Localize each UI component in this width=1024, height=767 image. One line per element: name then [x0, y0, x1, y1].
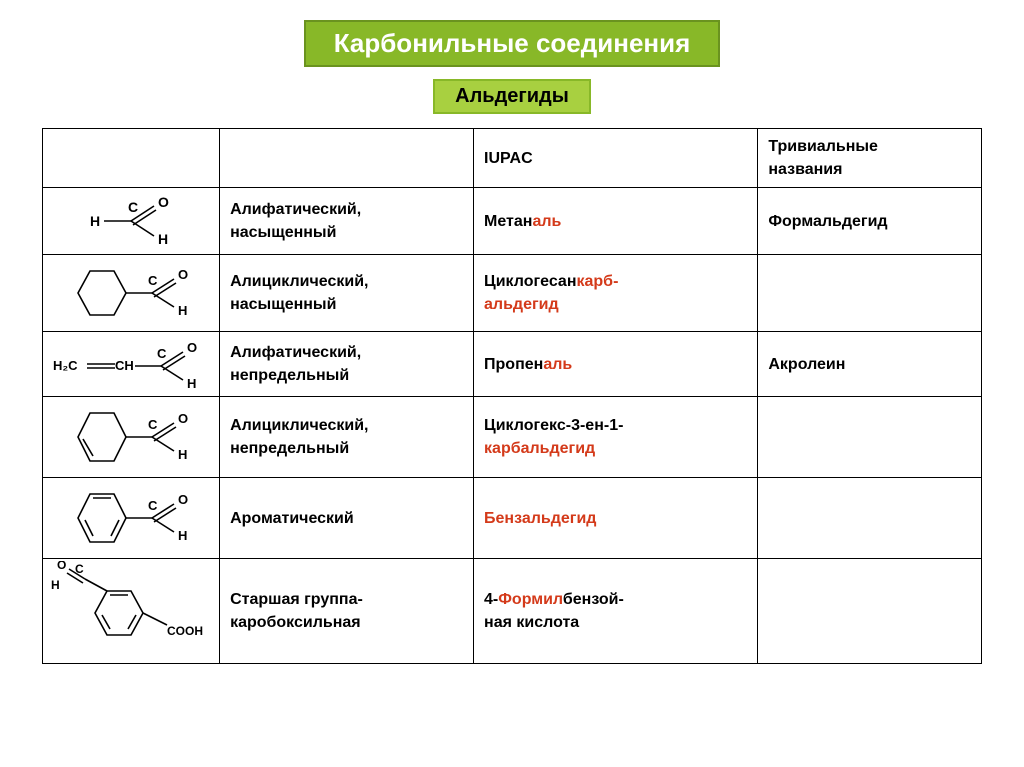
type-l2: непредельный: [230, 440, 349, 457]
svg-text:O: O: [158, 194, 169, 210]
type-l1: Алифатический,: [230, 344, 361, 361]
structure-benzaldehyde: C O H: [54, 480, 209, 556]
table-row: H C O COOH Старшая группа- каробоксильна…: [43, 559, 982, 664]
iupac-l2: ная кислота: [484, 614, 579, 631]
iupac-red: аль: [543, 356, 572, 373]
iupac-post: бензой-: [563, 591, 624, 608]
iupac-pre: Циклогесан: [484, 273, 576, 290]
type-l1: Алициклический,: [230, 273, 368, 290]
type-l1: Алициклический,: [230, 417, 368, 434]
svg-text:C: C: [148, 417, 158, 432]
type-l2: непредельный: [230, 367, 349, 384]
svg-text:C: C: [75, 562, 84, 576]
type-l1: Ароматический: [230, 510, 354, 527]
svg-text:C: C: [148, 498, 158, 513]
iupac-red: Бензальдегид: [484, 510, 596, 527]
svg-text:H: H: [90, 213, 100, 229]
iupac-pre: Метан: [484, 213, 532, 230]
svg-text:C: C: [148, 273, 158, 288]
iupac-red2: альдегид: [484, 296, 559, 313]
svg-text:H: H: [51, 578, 60, 592]
svg-text:H: H: [187, 376, 196, 391]
header-trivial: Тривиальные названия: [758, 129, 982, 188]
structure-propenal: H₂C CH C O H: [49, 334, 214, 394]
type-l2: насыщенный: [230, 224, 336, 241]
header-structure: [43, 129, 220, 188]
trivial: Формальдегид: [768, 213, 887, 230]
svg-text:H: H: [178, 447, 187, 462]
header-trivial-l1: Тривиальные: [768, 138, 878, 155]
table-row: H C O H Алифатический, насыщенный Метана…: [43, 188, 982, 255]
iupac-red: карб-: [577, 273, 619, 290]
structure-formaldehyde: H C O H: [76, 190, 186, 252]
svg-text:H: H: [158, 231, 168, 247]
header-type: [220, 129, 474, 188]
structure-cyclohexenecarbaldehyde: C O H: [54, 399, 209, 475]
svg-text:O: O: [178, 267, 188, 282]
svg-text:O: O: [57, 561, 66, 572]
table-row: C O H Ароматический Бензальдегид: [43, 478, 982, 559]
svg-text:H: H: [178, 303, 187, 318]
iupac-red2: карбальдегид: [484, 440, 595, 457]
structure-cyclohexanecarbaldehyde: C O H: [56, 257, 206, 329]
header-iupac: IUPAC: [474, 129, 758, 188]
svg-text:CH: CH: [115, 358, 134, 373]
type-l1: Старшая группа-: [230, 591, 363, 608]
iupac-pre: Пропен: [484, 356, 543, 373]
svg-text:O: O: [187, 340, 197, 355]
svg-text:C: C: [157, 346, 167, 361]
svg-text:O: O: [178, 492, 188, 507]
type-l2: каробоксильная: [230, 614, 361, 631]
svg-text:H₂C: H₂C: [53, 358, 78, 373]
svg-text:C: C: [128, 199, 138, 215]
header-trivial-l2: названия: [768, 161, 842, 178]
svg-text:O: O: [178, 411, 188, 426]
table-row: C O H Алициклический, насыщенный Циклоге…: [43, 255, 982, 332]
subtitle: Альдегиды: [433, 79, 591, 114]
type-l1: Алифатический,: [230, 201, 361, 218]
main-title: Карбонильные соединения: [304, 20, 721, 67]
structure-formylbenzoic-acid: H C O COOH: [49, 561, 214, 661]
iupac-red: аль: [532, 213, 561, 230]
iupac-pre: 4-: [484, 591, 498, 608]
aldehydes-table: IUPAC Тривиальные названия H C O H Алиф: [42, 128, 982, 664]
iupac-red: Формил: [498, 591, 563, 608]
type-l2: насыщенный: [230, 296, 336, 313]
iupac-pre: Циклогекс-3-ен-1-: [484, 417, 623, 434]
table-row: C O H Алициклический, непредельный Цикло…: [43, 397, 982, 478]
svg-text:COOH: COOH: [167, 624, 203, 638]
table-row: H₂C CH C O H Алифатический, непредельный…: [43, 332, 982, 397]
svg-text:H: H: [178, 528, 187, 543]
header-row: IUPAC Тривиальные названия: [43, 129, 982, 188]
trivial: Акролеин: [768, 356, 845, 373]
